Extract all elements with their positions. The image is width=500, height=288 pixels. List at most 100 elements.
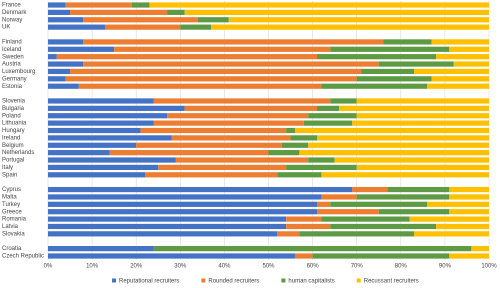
bar-segment [387, 186, 450, 193]
bar-segment [48, 9, 71, 15]
bar-segment [48, 186, 353, 193]
bar-segment [356, 98, 489, 104]
x-tick-label: 60% [307, 264, 320, 270]
bar-segment [48, 17, 84, 23]
y-tick-label: Turkey [2, 202, 20, 208]
bar-segment [184, 9, 489, 15]
bar-segment [48, 209, 318, 215]
bar-segment [308, 142, 489, 148]
y-tick-label: Romania [2, 217, 27, 223]
bar-segment [48, 135, 172, 141]
bar-segment [471, 246, 489, 252]
bar-segment [334, 157, 489, 163]
legend-label: Rounded recruiters [208, 279, 259, 285]
bar-segment [105, 24, 181, 30]
legend-swatch [112, 278, 116, 283]
y-tick-label: Slovenia [2, 99, 26, 105]
bar-segment [414, 68, 489, 75]
bar-segment [153, 246, 472, 252]
y-tick-label: Luxembourg [2, 69, 35, 75]
x-tick-label: 90% [439, 264, 452, 270]
bar-segment [436, 54, 489, 60]
bar-segment [158, 164, 287, 171]
bar-segment [65, 2, 132, 8]
bar-segment [321, 172, 489, 178]
bar-segment [48, 223, 287, 230]
bar-segment [56, 54, 318, 60]
bar-segment [427, 201, 489, 207]
bar-segment [48, 76, 66, 82]
bar-segment [48, 150, 110, 156]
bar-segment [145, 172, 278, 178]
bar-segment [317, 54, 437, 60]
bar-segment [431, 39, 489, 45]
bar-segment [299, 150, 489, 156]
bar-segment [453, 61, 489, 67]
legend-swatch [201, 278, 206, 283]
bar-segment [180, 24, 212, 30]
bar-segment [290, 135, 318, 141]
x-tick-label: 40% [218, 264, 231, 270]
bar-segment [175, 157, 309, 163]
bar-segment [299, 231, 415, 237]
bar-segment [48, 83, 79, 89]
bar-segment [321, 216, 410, 222]
bar-segment [409, 216, 489, 222]
x-tick-label: 30% [174, 264, 187, 270]
bar-segment [149, 2, 489, 8]
y-tick-label: Italy [2, 165, 13, 171]
bar-segment [277, 231, 300, 237]
x-tick-label: 50% [262, 264, 275, 270]
bar-segment [140, 127, 287, 134]
bar-segment [48, 120, 154, 126]
bar-segment [330, 223, 437, 230]
bar-segment [78, 83, 322, 89]
bar-segment [153, 98, 331, 104]
y-tick-label: Portugal [2, 158, 24, 164]
bar-segment [414, 231, 489, 237]
bar-segment [317, 201, 331, 207]
bar-segment [211, 24, 490, 30]
y-tick-label: Hungary [2, 128, 25, 134]
y-tick-label: Croatia [2, 246, 22, 252]
y-tick-label: Finland [2, 39, 22, 45]
bar-segment [48, 105, 185, 111]
bar-segment [317, 209, 379, 215]
bar-segment [352, 186, 388, 193]
bar-segment [321, 194, 357, 200]
legend-swatch [356, 278, 361, 283]
y-tick-label: Cyprus [2, 187, 21, 193]
bar-segment [70, 9, 168, 15]
bar-segment [330, 201, 428, 207]
bar-segment [114, 46, 331, 52]
legend-label: Recussant recruiters [364, 279, 419, 285]
y-tick-label: Slovakia [2, 231, 25, 237]
bar-segment [70, 68, 362, 75]
bar-segment [48, 201, 318, 207]
bar-segment [48, 113, 168, 119]
bar-segment [48, 142, 137, 148]
y-tick-label: Estonia [2, 84, 23, 90]
y-tick-label: Czech Republic [2, 254, 44, 260]
bar-segment [449, 46, 489, 52]
bar-segment [356, 164, 489, 171]
bar-segment [171, 135, 291, 141]
bar-segment [184, 105, 318, 111]
bar-segment [48, 231, 278, 237]
bar-segment [308, 113, 357, 119]
bar-segment [378, 61, 454, 67]
bar-segment [449, 209, 489, 215]
x-tick-label: 80% [395, 264, 408, 270]
legend-label: Reputational recruiters [119, 279, 179, 285]
legend-label: human capitalists [288, 279, 334, 285]
y-tick-label: Lithuania [2, 121, 27, 127]
bar-segment [131, 2, 150, 8]
x-tick-label: 70% [351, 264, 364, 270]
y-tick-label: Netherlands [2, 150, 34, 156]
bar-segment [330, 46, 450, 52]
bar-segment [303, 120, 353, 126]
bar-segment [48, 164, 159, 171]
bar-segment [449, 253, 489, 259]
y-tick-label: Bulgaria [2, 106, 25, 112]
